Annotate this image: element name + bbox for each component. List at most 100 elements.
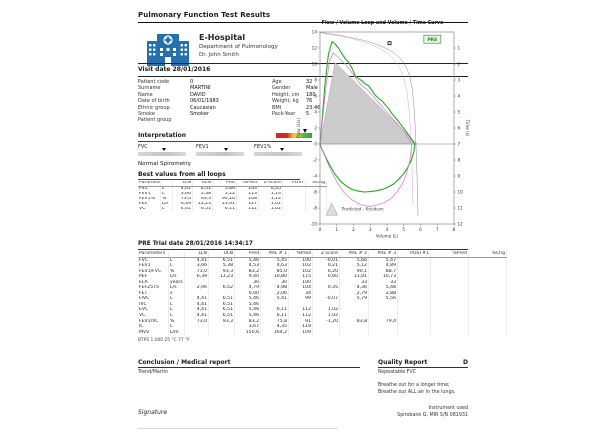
table-cell xyxy=(430,268,469,275)
x-tick-label: 1 xyxy=(335,227,338,232)
table-cell: 104 xyxy=(288,285,313,291)
table-cell: IC xyxy=(138,324,169,330)
column-header: %Pred xyxy=(430,251,469,258)
table-cell xyxy=(397,329,431,336)
table-cell: 5,79 xyxy=(339,296,369,302)
table-cell xyxy=(430,307,469,314)
table-cell: 33 xyxy=(368,279,398,286)
table-cell: 113 xyxy=(236,191,259,197)
table-cell: 1,01 xyxy=(258,201,283,207)
column-header: %Chg xyxy=(305,181,327,187)
y-tick-label: -10 xyxy=(310,222,317,227)
scale-fvc: FVC xyxy=(138,144,186,156)
time-tick-label: 6 xyxy=(458,126,461,131)
table-cell: 5,48 xyxy=(368,285,398,291)
table-cell: FEV1/VC xyxy=(138,318,169,325)
table-cell xyxy=(208,329,235,336)
table-cell: 30 xyxy=(260,279,289,286)
table-cell: 5,41 xyxy=(260,296,289,302)
table-cell: 102 xyxy=(288,268,313,275)
table-row: FEV1%% 73,0 93,3 90,10 108 1,12 xyxy=(138,196,327,202)
x-tick-label: 0 xyxy=(319,227,322,232)
table-cell: 5,66 xyxy=(339,257,369,264)
time-tick-label: 4 xyxy=(458,94,461,99)
table-cell: 3,67 xyxy=(234,324,261,330)
table-cell xyxy=(282,196,306,202)
table-cell: 85,0 xyxy=(260,268,289,275)
table-cell: 88,7 xyxy=(368,268,398,275)
table-cell: L xyxy=(168,307,185,314)
table-cell: 6,11 xyxy=(260,307,289,314)
table-cell: IVC xyxy=(138,301,169,308)
table-cell xyxy=(397,324,431,330)
table-cell: 5,66 xyxy=(212,186,237,192)
column-header: POST#1 xyxy=(397,251,431,258)
table-cell xyxy=(430,329,469,336)
table-row: PEF L/s 6,39 13,23 9,40 10,80 115 0,60 11,91 10,7… xyxy=(138,274,507,280)
table-header-row: Parameters LLN ULN Pred PRE # 1 %Pred Z-score P… xyxy=(138,251,507,258)
table-cell xyxy=(430,285,469,291)
table-cell xyxy=(397,274,431,280)
y-tick-label: 2 xyxy=(314,126,317,131)
table-cell: L xyxy=(168,313,185,319)
patient-field-label: Age xyxy=(272,79,282,85)
column-header: Z-score xyxy=(258,181,283,187)
table-row: MVV L/m 150,6 164,2 109 xyxy=(138,329,507,336)
table-cell: 4,36 xyxy=(339,285,369,291)
table-cell: 13,23 xyxy=(208,274,235,280)
table-cell: 127 xyxy=(236,201,259,207)
table-cell: L/m xyxy=(168,329,185,336)
table-cell: 2,96 xyxy=(184,285,209,291)
table-cell: 1,02 xyxy=(312,313,340,319)
patient-row: Smoke Smoker Pack-Year 5 xyxy=(138,111,368,117)
patient-info-grid: Patient code 0 Age 32 Surname MARTINI Gender Ma… xyxy=(138,79,368,124)
table-cell xyxy=(368,313,398,319)
column-header: %Chg xyxy=(468,251,507,258)
y-axis-label: Flow (L/s) xyxy=(296,118,301,138)
table-cell xyxy=(468,329,507,336)
table-cell: 2,88 xyxy=(368,290,398,297)
table-cell xyxy=(282,186,306,192)
y-tick-label: -8 xyxy=(313,206,318,211)
table-row: FVC L 4,41 6,51 5,46 5,45 100 -0,01 5,66 5,47 xyxy=(138,257,507,264)
table-cell xyxy=(397,307,431,314)
table-cell: 9,40 xyxy=(234,274,261,280)
hospital-name: E-Hospital xyxy=(199,33,246,42)
table-cell xyxy=(339,329,369,336)
table-cell: 3,66 xyxy=(172,191,193,197)
patient-field-value: Male xyxy=(306,85,318,92)
quality-rule xyxy=(378,367,468,368)
table-cell: 112 xyxy=(236,206,259,212)
table-cell: 5,45 xyxy=(260,257,289,264)
parameter-scales: FVC FEV1 FEV1% xyxy=(138,144,312,162)
table-cell xyxy=(339,301,369,308)
time-tick-label: 1 xyxy=(458,46,461,51)
table-cell xyxy=(208,279,235,286)
table-cell: 75,8 xyxy=(260,318,289,325)
table-cell xyxy=(397,290,431,297)
patient-field-value: Caucasian xyxy=(190,104,216,111)
trial-heading: PRE Trial date 28/01/2016 14:34:17 xyxy=(138,241,253,247)
time-tick-label: 7 xyxy=(458,142,461,147)
scale-marker-icon xyxy=(223,148,228,152)
volume-time-curve xyxy=(319,32,419,217)
column-header: %Pred xyxy=(236,181,259,187)
table-cell: 5,38 xyxy=(208,263,235,269)
table-cell: 4,41 xyxy=(184,313,209,319)
table-cell xyxy=(339,313,369,319)
table-cell: 0,21 xyxy=(312,263,340,269)
table-cell: years xyxy=(168,279,185,286)
table-cell: 6,51 xyxy=(208,257,235,264)
visit-date-heading: Visit date 28/01/2016 xyxy=(138,63,468,77)
table-cell xyxy=(305,196,327,202)
x-tick-label: 5 xyxy=(402,227,405,232)
table-cell: 4,41 xyxy=(172,206,193,212)
table-cell: FVC xyxy=(138,257,169,264)
table-cell: 5,46 xyxy=(234,296,261,302)
table-cell: 1,14 xyxy=(258,191,283,197)
table-cell xyxy=(312,301,340,308)
instrument-used-label: Instrument used xyxy=(428,406,468,411)
